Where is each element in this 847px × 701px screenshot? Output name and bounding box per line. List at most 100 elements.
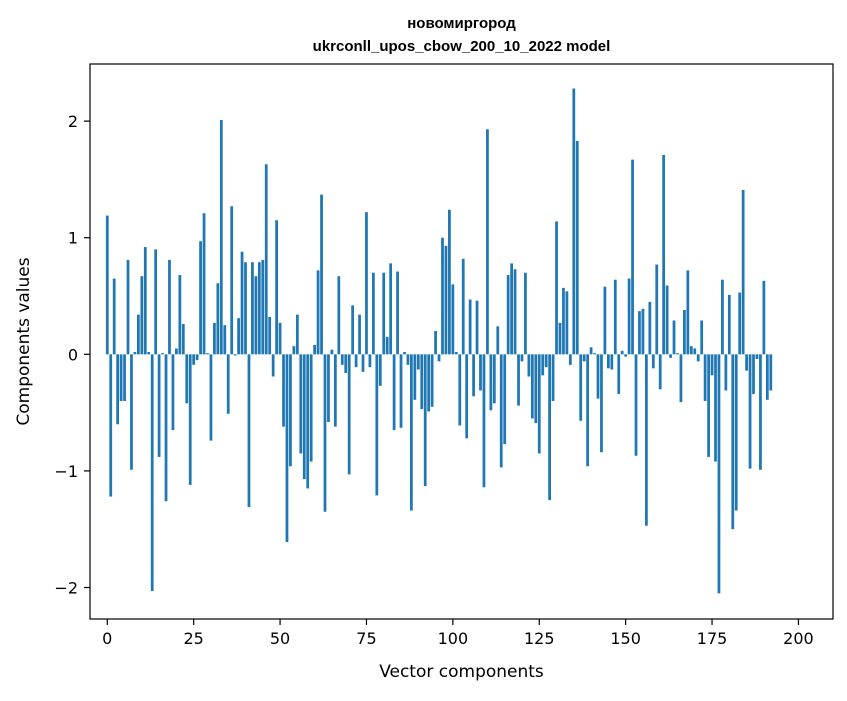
bar [354, 354, 358, 368]
bar [289, 354, 292, 467]
bar [752, 354, 755, 394]
bar [216, 283, 220, 355]
bar [219, 119, 223, 355]
bar [537, 354, 541, 454]
bar [213, 322, 216, 355]
bar [448, 209, 451, 355]
bar [375, 354, 379, 496]
bar [130, 354, 133, 470]
bar [555, 221, 558, 355]
bar [734, 354, 738, 511]
bar [714, 354, 717, 462]
bar [721, 279, 724, 355]
bar [347, 354, 351, 475]
chart-title: новомиргород [407, 15, 516, 32]
bar [527, 354, 531, 377]
bar [199, 241, 202, 355]
y-axis-label: Components values [14, 257, 34, 425]
bar [385, 336, 389, 355]
x-tick-label: 125 [524, 629, 555, 648]
bar [524, 272, 527, 355]
bar [641, 308, 645, 355]
bar [320, 194, 323, 355]
bar [333, 354, 337, 427]
bar [589, 347, 593, 355]
x-tick-label: 175 [697, 629, 728, 648]
bar [710, 354, 714, 376]
bar [465, 354, 469, 439]
bar [257, 262, 261, 355]
x-tick-label: 150 [610, 629, 641, 648]
bar [461, 258, 465, 355]
bar [665, 285, 669, 355]
bar [192, 354, 196, 365]
bar [368, 354, 372, 368]
bar [648, 301, 652, 355]
x-axis-label: Vector components [379, 662, 544, 682]
bar [451, 284, 455, 355]
bar [306, 354, 310, 489]
bar [382, 272, 386, 355]
y-tick-label: 0 [68, 345, 78, 364]
bar [496, 326, 500, 355]
bar [161, 353, 164, 355]
bar [403, 351, 406, 355]
bar [351, 305, 355, 355]
bar [586, 354, 590, 467]
bar [271, 354, 275, 377]
bar [209, 354, 213, 441]
bar [655, 264, 659, 355]
bar [168, 259, 171, 355]
x-tick-label: 0 [102, 629, 112, 648]
bar [330, 349, 334, 355]
bar [603, 286, 607, 355]
bar [558, 322, 562, 355]
bar [727, 294, 731, 355]
bar [631, 159, 634, 355]
x-tick-label: 100 [438, 629, 469, 648]
bar [147, 351, 151, 355]
x-tick-label: 200 [783, 629, 814, 648]
x-tick-label: 25 [183, 629, 203, 648]
bar [240, 251, 244, 355]
bar [475, 300, 479, 355]
bar [510, 263, 513, 355]
bar [116, 354, 120, 425]
bar [606, 354, 610, 369]
bar [748, 354, 752, 469]
bar [361, 354, 365, 372]
bar [261, 259, 265, 355]
bar [745, 354, 748, 371]
bar [620, 350, 624, 355]
bar [703, 354, 707, 401]
bar [268, 317, 272, 355]
bar [413, 354, 417, 400]
bar [123, 354, 126, 401]
bar [672, 320, 676, 355]
bar [340, 354, 344, 365]
bar [302, 354, 306, 480]
bar [119, 354, 123, 401]
bar [624, 354, 628, 357]
bar [233, 354, 237, 356]
bar [689, 346, 693, 355]
bar [126, 259, 130, 355]
bar [700, 320, 704, 355]
bar [112, 278, 116, 355]
bar [565, 291, 569, 355]
bar [244, 262, 247, 355]
bar [679, 354, 683, 403]
bar [150, 354, 154, 592]
bar [295, 314, 299, 355]
bar [444, 245, 448, 355]
bar [454, 351, 458, 355]
bar [157, 354, 161, 457]
bar [237, 318, 240, 355]
bar [154, 249, 158, 355]
bar [406, 354, 410, 365]
bar [548, 354, 551, 501]
bar [762, 280, 766, 355]
bar [575, 140, 579, 355]
bar [223, 325, 227, 355]
